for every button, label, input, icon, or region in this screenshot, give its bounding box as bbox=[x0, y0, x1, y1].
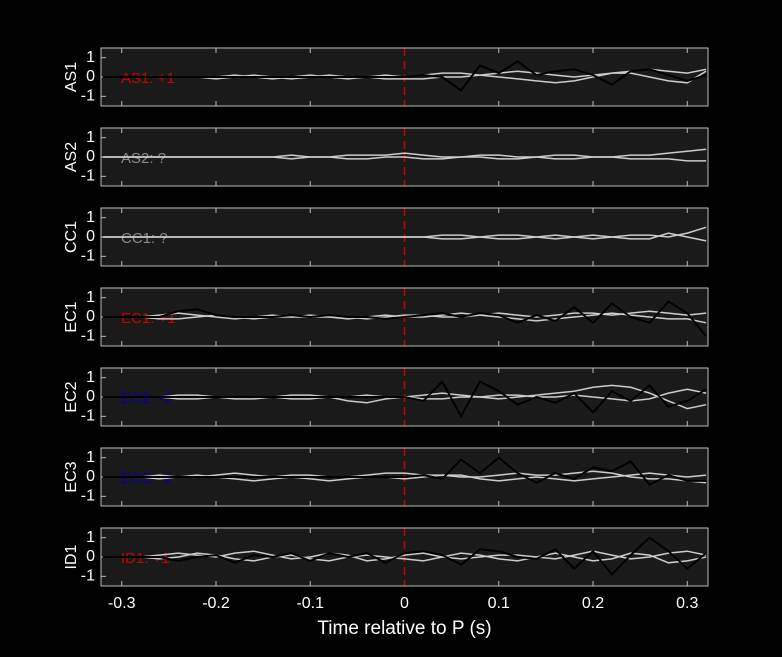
axes-frame bbox=[100, 367, 709, 427]
y-tick-label: -1 bbox=[81, 328, 95, 345]
y-tick-label: 0 bbox=[86, 308, 95, 325]
axes-frame bbox=[100, 127, 709, 187]
x-tick-label: -0.2 bbox=[202, 595, 230, 612]
y-axis-label: EC2 bbox=[63, 381, 80, 412]
waveform bbox=[102, 536, 707, 576]
y-tick-label: 0 bbox=[86, 68, 95, 85]
y-tick-label: 1 bbox=[86, 449, 95, 466]
y-tick-label: -1 bbox=[81, 488, 95, 505]
y-tick-label: 1 bbox=[86, 129, 95, 146]
annotation: EC2: -1 bbox=[121, 390, 172, 407]
annotation: AS1: +1 bbox=[121, 70, 175, 87]
y-tick-label: 0 bbox=[86, 228, 95, 245]
panel: -1 0 1 EC3: -1 EC3 bbox=[63, 447, 709, 507]
y-tick-label: 1 bbox=[86, 369, 95, 386]
panel: -1 0 1 CC1: ? CC1 bbox=[63, 207, 709, 267]
waveform bbox=[102, 310, 707, 320]
y-axis-label: EC3 bbox=[63, 461, 80, 492]
y-tick-label: 0 bbox=[86, 388, 95, 405]
axes-frame bbox=[100, 47, 709, 107]
x-axis-label: Time relative to P (s) bbox=[317, 618, 491, 639]
annotation: ID1: +1 bbox=[121, 550, 170, 567]
y-tick-label: 1 bbox=[86, 209, 95, 226]
waveform bbox=[102, 379, 707, 419]
x-tick-label: -0.1 bbox=[296, 595, 324, 612]
y-tick-label: -1 bbox=[81, 88, 95, 105]
y-tick-label: 1 bbox=[86, 529, 95, 546]
waveform bbox=[102, 456, 707, 486]
axes-frame bbox=[100, 447, 709, 507]
panel: -1 0 1 AS1: +1 AS1 bbox=[63, 47, 709, 107]
waveform bbox=[102, 60, 707, 92]
waveform bbox=[102, 300, 707, 337]
y-axis-label: EC1 bbox=[63, 301, 80, 332]
y-tick-label: 1 bbox=[86, 49, 95, 66]
y-axis-label: CC1 bbox=[63, 221, 80, 253]
x-tick-label: -0.3 bbox=[108, 595, 136, 612]
y-axis-label: AS1 bbox=[63, 62, 80, 92]
waveform bbox=[102, 552, 707, 564]
panel: -1 0 1 -0.3 -0.2 -0.1 0 0.1 0.2 0.3 ID1: +1 ID1 Time… bbox=[63, 527, 709, 639]
waveform bbox=[102, 156, 707, 162]
y-axis-label: AS2 bbox=[63, 142, 80, 172]
waveform bbox=[102, 232, 707, 242]
y-tick-label: 0 bbox=[86, 468, 95, 485]
x-tick-label: 0.3 bbox=[676, 595, 698, 612]
panel: -1 0 1 EC2: -1 EC2 bbox=[63, 367, 709, 427]
y-tick-label: 0 bbox=[86, 548, 95, 565]
x-tick-label: 0 bbox=[400, 595, 409, 612]
y-tick-label: 0 bbox=[86, 148, 95, 165]
x-tick-label: 0.2 bbox=[582, 595, 604, 612]
y-tick-label: -1 bbox=[81, 408, 95, 425]
axes-frame bbox=[100, 207, 709, 267]
y-tick-label: -1 bbox=[81, 168, 95, 185]
panel: -1 0 1 AS2: ? AS2 bbox=[63, 127, 709, 187]
axes-frame bbox=[100, 287, 709, 347]
x-tick-label: 0.1 bbox=[488, 595, 510, 612]
y-tick-label: 1 bbox=[86, 289, 95, 306]
y-tick-label: -1 bbox=[81, 568, 95, 585]
y-tick-label: -1 bbox=[81, 248, 95, 265]
waveform bbox=[102, 472, 707, 482]
axes-frame bbox=[100, 527, 709, 587]
annotation: EC3: -1 bbox=[121, 470, 172, 487]
annotation: AS2: ? bbox=[121, 150, 166, 167]
y-axis-label: ID1 bbox=[63, 544, 80, 569]
annotation: CC1: ? bbox=[121, 230, 168, 247]
